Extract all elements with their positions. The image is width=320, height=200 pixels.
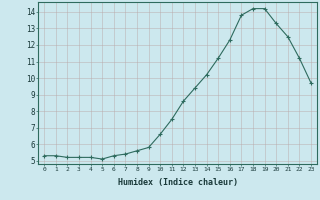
- X-axis label: Humidex (Indice chaleur): Humidex (Indice chaleur): [118, 178, 238, 187]
